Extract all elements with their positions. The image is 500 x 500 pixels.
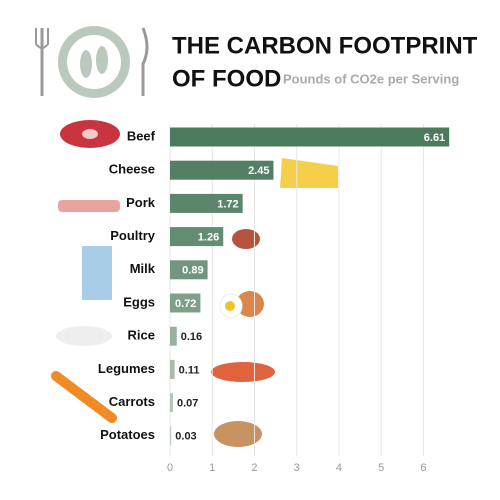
y-tick-label: Milk <box>130 261 156 276</box>
x-tick-label: 4 <box>336 462 342 474</box>
x-tick-label: 1 <box>209 462 215 474</box>
food-icons <box>51 120 338 447</box>
x-tick-label: 0 <box>167 462 173 474</box>
x-tick-label: 2 <box>251 462 257 474</box>
y-tick-label: Rice <box>128 328 155 343</box>
chart-title: OF FOOD <box>172 65 281 92</box>
value-label: 0.07 <box>177 398 198 410</box>
y-tick-label: Pork <box>126 195 156 210</box>
value-label: 2.45 <box>248 165 269 177</box>
value-label: 6.61 <box>424 132 445 144</box>
bar <box>170 260 208 280</box>
y-tick-label: Cheese <box>109 162 155 177</box>
chart-subtitle: Pounds of CO2e per Serving <box>283 71 459 86</box>
plate-icon <box>35 26 149 98</box>
y-tick-label: Potatoes <box>100 427 155 442</box>
y-tick-label: Eggs <box>123 294 155 309</box>
y-tick-label: Legumes <box>98 361 155 376</box>
value-label: 0.11 <box>179 364 200 376</box>
y-tick-label: Poultry <box>110 228 156 243</box>
bar <box>170 160 274 180</box>
value-label: 0.89 <box>182 265 203 277</box>
bar <box>170 426 172 446</box>
x-tick-label: 6 <box>420 462 426 474</box>
bar <box>170 326 177 346</box>
value-label: 0.03 <box>175 431 196 443</box>
value-label: 0.72 <box>175 298 196 310</box>
value-label: 0.16 <box>181 331 202 343</box>
x-tick-label: 3 <box>294 462 300 474</box>
bar <box>170 293 201 313</box>
value-label: 1.72 <box>217 198 238 210</box>
y-tick-label: Carrots <box>109 394 155 409</box>
bar <box>170 193 243 213</box>
chart-title: THE CARBON FOOTPRINT <box>172 32 478 59</box>
bar <box>170 359 175 379</box>
bar <box>170 227 224 247</box>
value-label: 1.26 <box>198 232 219 244</box>
y-tick-label: Beef <box>127 128 156 143</box>
x-tick-label: 5 <box>378 462 384 474</box>
bar <box>170 393 173 413</box>
bar <box>170 127 450 147</box>
